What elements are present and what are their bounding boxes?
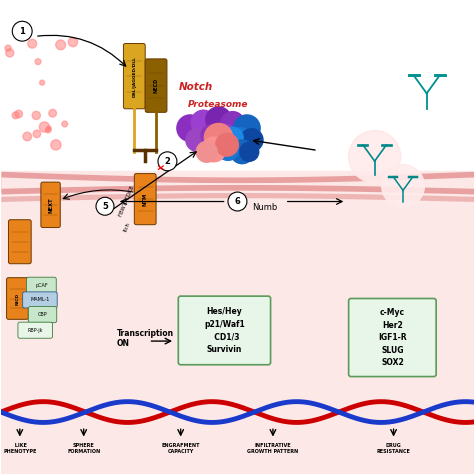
FancyBboxPatch shape (18, 322, 53, 338)
Circle shape (349, 130, 401, 182)
Text: NEXT: NEXT (48, 197, 53, 213)
Circle shape (40, 80, 45, 85)
Circle shape (28, 39, 36, 48)
Text: Notch: Notch (178, 82, 212, 92)
FancyBboxPatch shape (178, 296, 271, 365)
Text: 1: 1 (19, 27, 25, 36)
Circle shape (177, 115, 203, 141)
Circle shape (12, 112, 19, 118)
FancyBboxPatch shape (27, 277, 56, 293)
Circle shape (216, 124, 235, 143)
Text: CBP: CBP (38, 312, 47, 317)
Text: Hes/Hey
p21/Waf1
  CD1/3
Survivin: Hes/Hey p21/Waf1 CD1/3 Survivin (204, 307, 245, 354)
Circle shape (222, 127, 243, 148)
FancyBboxPatch shape (41, 182, 60, 228)
Text: 5: 5 (102, 202, 108, 211)
Text: 6: 6 (235, 197, 240, 206)
Circle shape (240, 142, 259, 161)
FancyBboxPatch shape (7, 278, 28, 319)
Circle shape (191, 110, 216, 135)
Text: ENGRAFMENT
CAPACITY: ENGRAFMENT CAPACITY (162, 443, 200, 454)
Text: MAML-1: MAML-1 (30, 297, 50, 302)
Text: DSL/JAGGED/DLL: DSL/JAGGED/DLL (132, 56, 137, 97)
Circle shape (46, 126, 51, 131)
Circle shape (206, 107, 231, 132)
Circle shape (6, 49, 14, 57)
Circle shape (234, 115, 260, 141)
Text: Itch: Itch (123, 221, 131, 232)
Circle shape (216, 133, 238, 156)
Circle shape (186, 128, 209, 151)
Circle shape (49, 109, 56, 117)
Circle shape (217, 138, 239, 160)
Text: ON: ON (117, 339, 130, 348)
Text: c-Myc
Her2
IGF1-R
SLUG
SOX2: c-Myc Her2 IGF1-R SLUG SOX2 (378, 308, 407, 367)
Text: NTM: NTM (143, 192, 148, 206)
Circle shape (240, 128, 263, 151)
Circle shape (196, 141, 217, 162)
Circle shape (201, 137, 226, 162)
FancyBboxPatch shape (349, 299, 436, 376)
Circle shape (5, 45, 11, 51)
Text: pCAF: pCAF (35, 283, 48, 288)
Circle shape (32, 111, 40, 119)
Circle shape (221, 112, 245, 135)
Circle shape (35, 59, 41, 64)
Circle shape (51, 140, 61, 150)
Text: LIKE
PHENOTYPE: LIKE PHENOTYPE (3, 443, 36, 454)
FancyBboxPatch shape (145, 59, 167, 112)
Circle shape (39, 122, 50, 132)
Text: SPHERE
FORMATION: SPHERE FORMATION (67, 443, 100, 454)
FancyBboxPatch shape (23, 292, 57, 308)
Circle shape (382, 164, 424, 207)
Text: Numb: Numb (252, 203, 277, 212)
Text: 2: 2 (164, 157, 170, 166)
Circle shape (12, 21, 32, 41)
Circle shape (23, 132, 32, 141)
Text: Proteasome: Proteasome (188, 100, 249, 109)
Text: RBP-jk: RBP-jk (27, 328, 43, 333)
FancyBboxPatch shape (28, 307, 57, 323)
Circle shape (158, 152, 177, 171)
FancyBboxPatch shape (134, 173, 156, 225)
Bar (1, 171, 474, 474)
Circle shape (46, 128, 51, 133)
Circle shape (56, 40, 65, 50)
Text: Transcription: Transcription (117, 329, 174, 338)
Circle shape (230, 140, 254, 164)
Text: NICD: NICD (16, 292, 19, 305)
Text: FBW7, CDK8: FBW7, CDK8 (118, 185, 135, 217)
FancyBboxPatch shape (9, 220, 31, 264)
Text: INFILTRATIVE
GROWTH PATTERN: INFILTRATIVE GROWTH PATTERN (247, 443, 299, 454)
Circle shape (15, 110, 22, 118)
Circle shape (62, 121, 68, 127)
Circle shape (382, 164, 424, 207)
Circle shape (201, 125, 222, 146)
FancyBboxPatch shape (123, 44, 145, 109)
Circle shape (68, 37, 78, 47)
Circle shape (204, 123, 233, 152)
Text: NECD: NECD (154, 78, 159, 93)
Text: DRUG
RESISTANCE: DRUG RESISTANCE (377, 443, 410, 454)
Circle shape (33, 130, 41, 137)
Circle shape (349, 130, 401, 182)
Circle shape (228, 128, 252, 152)
Circle shape (228, 192, 247, 211)
Circle shape (96, 197, 114, 215)
